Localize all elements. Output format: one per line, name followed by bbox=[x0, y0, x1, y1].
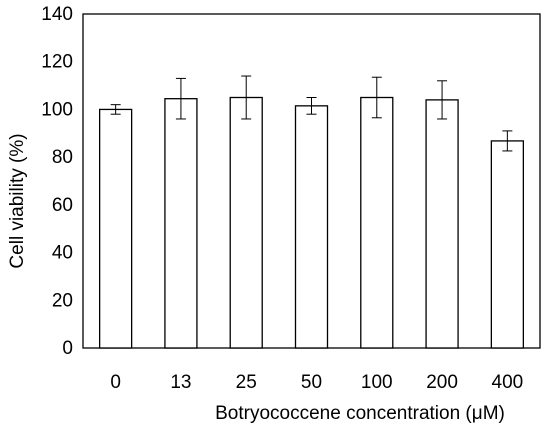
y-axis-title: Cell viability (%) bbox=[7, 133, 28, 268]
y-tick-label: 40 bbox=[52, 243, 73, 264]
bar bbox=[164, 98, 198, 349]
x-tick-label: 400 bbox=[492, 372, 524, 393]
y-tick-label: 0 bbox=[62, 338, 73, 359]
y-tick-label: 60 bbox=[52, 195, 73, 216]
bar bbox=[294, 105, 329, 349]
y-axis-ticks: 0 20 40 60 80 100 120 140 bbox=[41, 4, 73, 359]
x-tick-label: 50 bbox=[301, 372, 322, 393]
bars bbox=[98, 96, 525, 349]
x-tick-label: 0 bbox=[110, 372, 121, 393]
x-tick-label: 25 bbox=[236, 372, 257, 393]
y-tick-label: 80 bbox=[52, 147, 73, 168]
bar bbox=[98, 108, 133, 349]
x-axis-title: Botryococcene concentration (μM) bbox=[215, 403, 505, 424]
x-tick-label: 100 bbox=[361, 372, 393, 393]
y-tick-label: 140 bbox=[41, 4, 73, 25]
error-bar bbox=[175, 77, 186, 120]
error-bar bbox=[502, 130, 513, 152]
y-tick-label: 100 bbox=[41, 99, 73, 120]
bar bbox=[425, 99, 459, 349]
x-axis-tick-labels: 0 13 25 50 100 200 400 bbox=[110, 372, 523, 393]
error-bars bbox=[110, 75, 513, 152]
error-bar bbox=[110, 104, 121, 115]
y-tick-label: 120 bbox=[41, 52, 73, 73]
y-tick-label: 20 bbox=[52, 290, 73, 311]
x-tick-label: 13 bbox=[170, 372, 191, 393]
bar bbox=[360, 96, 394, 349]
bar bbox=[490, 140, 525, 349]
error-bar bbox=[306, 97, 317, 115]
bar bbox=[229, 96, 263, 349]
x-tick-label: 200 bbox=[426, 372, 458, 393]
error-bar bbox=[371, 76, 382, 119]
error-bar bbox=[437, 80, 448, 120]
error-bar bbox=[241, 75, 252, 120]
